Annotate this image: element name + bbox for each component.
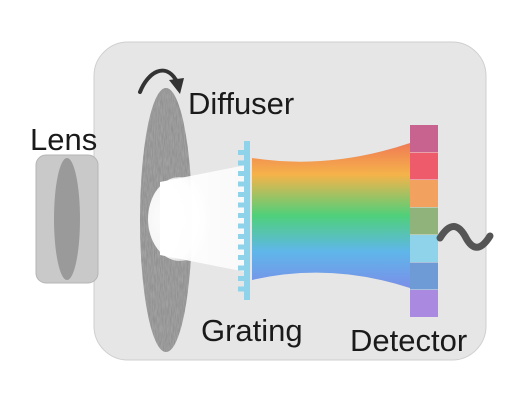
- detector: [410, 125, 438, 317]
- detector-pixel: [410, 235, 438, 262]
- grating-tooth: [238, 171, 245, 176]
- grating-tooth: [238, 150, 245, 155]
- lens-label: Lens: [30, 122, 98, 157]
- grating-tooth: [238, 160, 245, 166]
- rotation-arrow-icon: [138, 68, 184, 94]
- grating-tooth: [238, 286, 245, 292]
- detector-pixel: [410, 207, 438, 235]
- grating-tooth: [238, 265, 245, 271]
- diffuser-label: Diffuser: [188, 86, 295, 121]
- grating-tooth: [238, 234, 245, 239]
- signal-wave-icon: [436, 223, 494, 251]
- diffuser-glow: [148, 177, 212, 261]
- grating: [238, 141, 250, 300]
- detector-pixel: [410, 290, 438, 317]
- dispersed-spectrum: [252, 143, 410, 288]
- grating-tooth: [238, 213, 245, 218]
- grating-tooth: [238, 181, 245, 187]
- detector-pixel: [410, 180, 438, 207]
- grating-tooth: [238, 202, 245, 208]
- detector-pixel: [410, 125, 438, 152]
- lens: [35, 154, 99, 284]
- detector-pixel: [410, 152, 438, 180]
- grating-tooth: [238, 192, 245, 197]
- grating-label: Grating: [201, 313, 303, 348]
- grating-tooth: [238, 223, 245, 229]
- grating-tooth: [238, 255, 245, 260]
- detector-pixel: [410, 262, 438, 290]
- detector-label: Detector: [350, 323, 468, 358]
- grating-tooth: [238, 244, 245, 250]
- grating-tooth: [238, 276, 245, 281]
